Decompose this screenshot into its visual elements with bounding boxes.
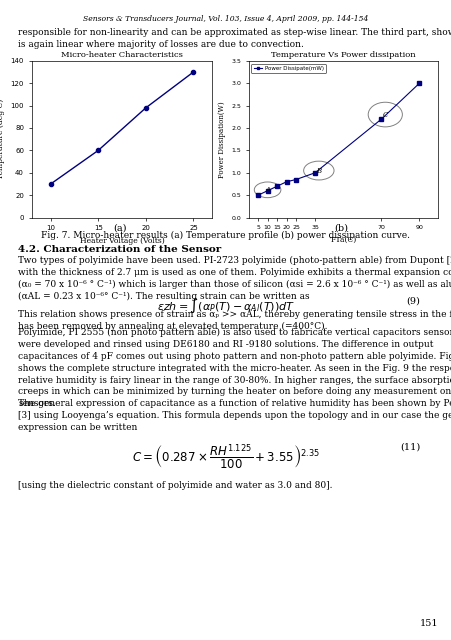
Power Dissipate(mW) (416, 79, 421, 87)
Text: $\varepsilon zh = \int(\alpha_{P}(T) - \alpha_{Al}(T))dT$: $\varepsilon zh = \int(\alpha_{P}(T) - \… (156, 296, 295, 315)
X-axis label: Heater Voltage (Volts): Heater Voltage (Volts) (79, 237, 164, 244)
Title: Temperature Vs Power dissipation: Temperature Vs Power dissipation (271, 51, 415, 59)
Text: $C= \left( 0.287 \times \dfrac{RH^{1.125}}{100} + 3.55 \right)^{2.35}$: $C= \left( 0.287 \times \dfrac{RH^{1.125… (132, 443, 319, 472)
Text: Sensors & Transducers Journal, Vol. 103, Issue 4, April 2009, pp. 144-154: Sensors & Transducers Journal, Vol. 103,… (83, 15, 368, 22)
Text: (b): (b) (334, 224, 347, 233)
Text: 151: 151 (419, 620, 437, 628)
Power Dissipate(mW) (255, 191, 260, 199)
Legend: Power Dissipate(mW): Power Dissipate(mW) (251, 63, 325, 73)
Text: A: A (264, 186, 270, 194)
Power Dissipate(mW) (274, 182, 279, 190)
Text: (11): (11) (399, 443, 419, 452)
Text: [using the dielectric constant of polyimide and water as 3.0 and 80].: [using the dielectric constant of polyim… (18, 481, 332, 490)
Power Dissipate(mW) (264, 187, 270, 195)
Text: C: C (382, 111, 387, 118)
X-axis label: T-Ta(C): T-Ta(C) (329, 236, 356, 244)
Power Dissipate(mW) (293, 175, 298, 183)
Y-axis label: Power Dissipation(W): Power Dissipation(W) (217, 101, 225, 177)
Text: The general expression of capacitance as a function of relative humidity has bee: The general expression of capacitance as… (18, 399, 451, 432)
Line: Power Dissipate(mW): Power Dissipate(mW) (256, 81, 420, 197)
Text: 4.2. Characterization of the Sensor: 4.2. Characterization of the Sensor (18, 245, 221, 254)
Title: Micro-heater Characteristics: Micro-heater Characteristics (61, 51, 183, 59)
Text: responsible for non-linearity and can be approximated as step-wise linear. The t: responsible for non-linearity and can be… (18, 28, 451, 49)
Text: Polyimide, PI 2555 (non photo pattern able) is also used to fabricate vertical c: Polyimide, PI 2555 (non photo pattern ab… (18, 328, 451, 408)
Power Dissipate(mW) (378, 115, 383, 123)
Text: B: B (316, 166, 321, 175)
Text: (a): (a) (113, 224, 126, 233)
Text: Two types of polyimide have been used. PI-2723 polyimide (photo-pattern able) fr: Two types of polyimide have been used. P… (18, 256, 451, 301)
Power Dissipate(mW) (283, 178, 289, 186)
Text: This relation shows presence of strain as αₚ >> αAL, thereby generating tensile : This relation shows presence of strain a… (18, 310, 451, 331)
Text: Fig. 7. Micro-heater results (a) Temperature profile (b) power dissipation curve: Fig. 7. Micro-heater results (a) Tempera… (41, 230, 410, 239)
Power Dissipate(mW) (312, 169, 317, 177)
Text: (9): (9) (405, 296, 419, 305)
Y-axis label: Temperature (deg C): Temperature (deg C) (0, 99, 5, 179)
